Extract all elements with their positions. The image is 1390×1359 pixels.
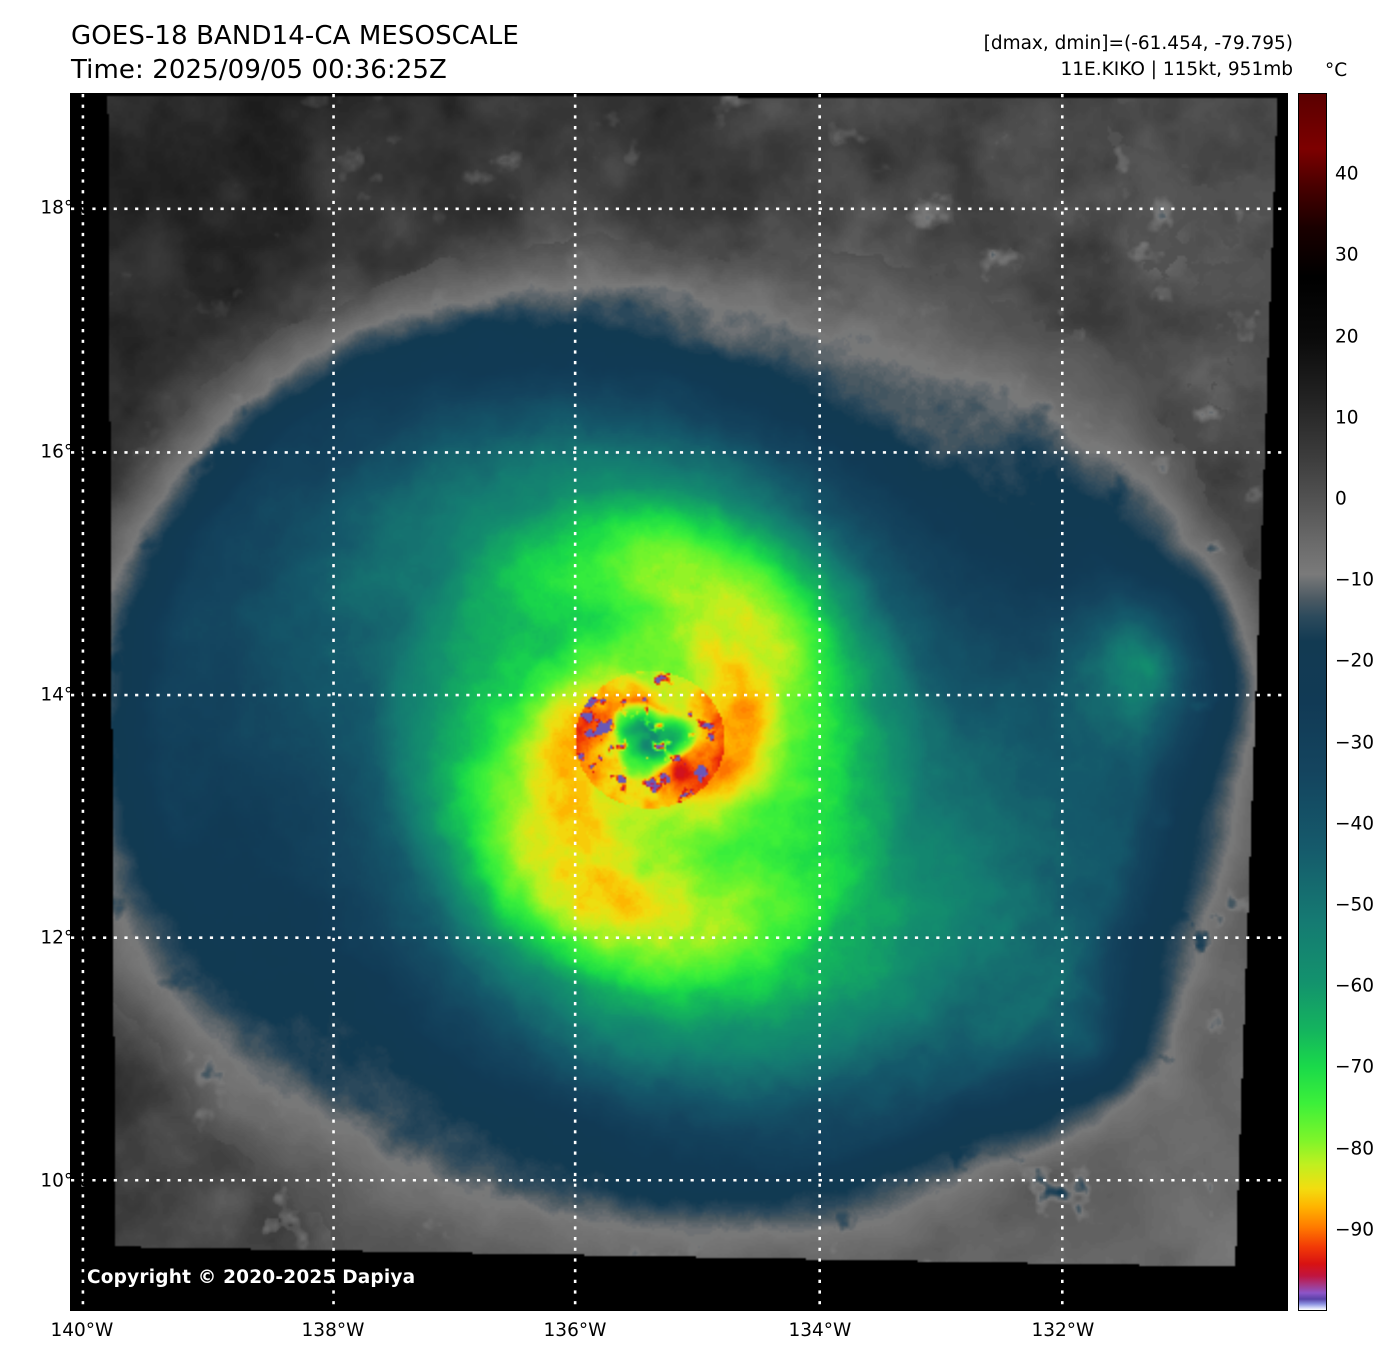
- longitude-tick-3: 134°W: [788, 1320, 852, 1341]
- colorbar-gradient: [1299, 94, 1326, 1310]
- copyright-notice: Copyright © 2020-2025 Dapiya: [87, 1267, 416, 1288]
- colorbar-tick-9: −50: [1335, 894, 1375, 916]
- page-title: GOES-18 BAND14-CA MESOSCALE Time: 2025/0…: [71, 20, 519, 88]
- colorbar-tick-5: −10: [1335, 569, 1375, 591]
- colorbar-unit-label: °C: [1325, 60, 1348, 81]
- colorbar-tick-3: 10: [1335, 407, 1359, 429]
- latitude-tick-3: 12°N: [40, 927, 87, 949]
- infrared-satellite-imagery: [71, 94, 1287, 1310]
- colorbar-tick-12: −80: [1335, 1138, 1375, 1160]
- colorbar-tick-1: 30: [1335, 244, 1359, 266]
- metadata-block: [dmax, dmin]=(-61.454, -79.795) 11E.KIKO…: [984, 31, 1293, 83]
- latitude-tick-4: 10°N: [40, 1170, 87, 1192]
- colorbar-tick-0: 40: [1335, 163, 1359, 185]
- data-range-label: [dmax, dmin]=(-61.454, -79.795): [983, 33, 1293, 54]
- colorbar-tick-10: −60: [1335, 975, 1375, 997]
- colorbar-tick-6: −20: [1335, 650, 1375, 672]
- longitude-tick-4: 132°W: [1031, 1320, 1095, 1341]
- satellite-image-plot[interactable]: Copyright © 2020-2025 Dapiya: [70, 93, 1288, 1311]
- product-title: GOES-18 BAND14-CA MESOSCALE: [71, 21, 519, 51]
- longitude-tick-1: 138°W: [301, 1320, 365, 1341]
- latitude-tick-2: 14°N: [40, 684, 87, 706]
- longitude-tick-0: 140°W: [50, 1320, 114, 1341]
- longitude-tick-2: 136°W: [543, 1320, 607, 1341]
- colorbar-tick-4: 0: [1335, 488, 1347, 510]
- colorbar-tick-2: 20: [1335, 326, 1359, 348]
- colorbar-tick-13: −90: [1335, 1219, 1375, 1241]
- timestamp-label: Time: 2025/09/05 00:36:25Z: [71, 54, 447, 85]
- lat-lon-graticule: [71, 94, 1287, 1310]
- latitude-tick-1: 16°N: [40, 441, 87, 463]
- colorbar-tick-11: −70: [1335, 1056, 1375, 1078]
- storm-info-label: 11E.KIKO | 115kt, 951mb: [1060, 58, 1294, 80]
- colorbar-tick-8: −40: [1335, 813, 1375, 835]
- colorbar[interactable]: [1298, 93, 1327, 1311]
- latitude-tick-0: 18°N: [40, 197, 87, 219]
- colorbar-tick-7: −30: [1335, 732, 1375, 754]
